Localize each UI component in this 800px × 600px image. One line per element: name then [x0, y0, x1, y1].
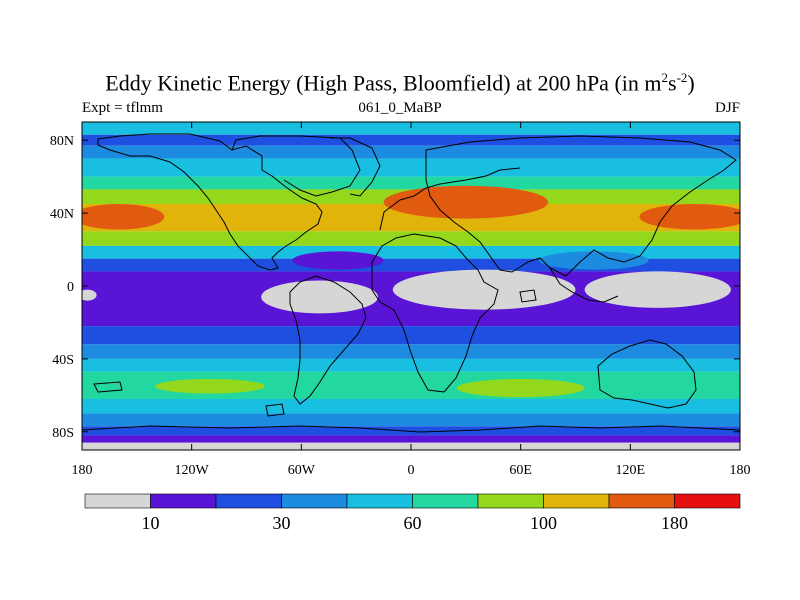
axes: 80N 40N 0 40S 80S 180 120W 60W 0 60E 120E 180 — [50, 121, 751, 478]
field-band-0 — [82, 122, 740, 135]
colorbar: 10 30 60 100 180 — [84, 493, 741, 533]
field-band-15 — [82, 398, 740, 414]
field-feature-7 — [584, 271, 731, 308]
coastline-africa — [371, 233, 499, 393]
lat-tick-label: 0 — [67, 280, 74, 295]
colorbar-swatch — [215, 493, 282, 509]
field-feature-8 — [82, 289, 97, 301]
colorbar-swatch — [674, 493, 741, 509]
colorbar-label: 10 — [142, 513, 160, 533]
field-feature-5 — [261, 280, 379, 314]
colorbar-swatch — [543, 493, 610, 509]
coastline-southeast-asia — [549, 267, 619, 303]
colorbar-swatch — [608, 493, 675, 509]
field-band-4 — [82, 176, 740, 190]
coastline-greenland — [330, 137, 381, 197]
run-label: 061_0_MaBP — [358, 100, 442, 116]
lon-tick-label: 120E — [616, 463, 646, 478]
coastline-canada-arctic — [231, 135, 361, 197]
coastline-north-america — [97, 133, 323, 271]
season-label: DJF — [714, 100, 740, 116]
field-feature-1 — [383, 185, 549, 219]
field-band-1 — [82, 134, 740, 146]
field-feature-4 — [538, 251, 649, 270]
coastlines — [82, 133, 740, 433]
colorbar-swatch — [477, 493, 544, 509]
coastline-south-america — [289, 275, 367, 405]
field-band-16 — [82, 413, 740, 427]
energy-field — [82, 122, 740, 450]
coastline-island-b — [265, 403, 285, 417]
lon-tick-label: 180 — [730, 463, 751, 478]
coastline-island-c — [519, 289, 537, 303]
experiment-label: Expt = tflmm — [82, 100, 163, 116]
field-band-17 — [82, 426, 740, 436]
lon-tick-label: 180 — [72, 463, 93, 478]
coastline-asia — [425, 135, 737, 277]
field-feature-10 — [155, 378, 265, 394]
title-sup-1: 2 — [661, 70, 669, 85]
field-band-18 — [82, 435, 740, 443]
field-band-3 — [82, 158, 740, 177]
title-text-mid: s — [668, 70, 677, 96]
field-feature-3 — [292, 251, 384, 270]
colorbar-swatch — [150, 493, 217, 509]
colorbar-label: 100 — [530, 513, 557, 533]
colorbar-swatch — [281, 493, 348, 509]
lat-tick-label: 80N — [50, 134, 74, 149]
colorbar-label: 60 — [404, 513, 422, 533]
colorbar-swatch — [412, 493, 479, 509]
lon-tick-label: 120W — [175, 463, 210, 478]
field-band-7 — [82, 231, 740, 246]
coastline-europe — [379, 167, 521, 231]
title-text: Eddy Kinetic Energy (High Pass, Bloomfie… — [105, 70, 662, 96]
field-band-11 — [82, 326, 740, 345]
colorbar-swatch — [346, 493, 413, 509]
lat-tick-label: 40S — [52, 353, 74, 368]
field-band-13 — [82, 358, 740, 372]
field-feature-2 — [639, 204, 740, 230]
field-feature-0 — [82, 204, 165, 230]
lon-tick-label: 0 — [408, 463, 415, 478]
colorbar-label: 180 — [661, 513, 688, 533]
lon-tick-label: 60E — [509, 463, 532, 478]
lon-tick-label: 60W — [288, 463, 316, 478]
coastline-australia — [597, 339, 697, 409]
lat-tick-label: 80S — [52, 426, 74, 441]
field-feature-9 — [456, 378, 585, 398]
title-sup-2: -2 — [676, 70, 688, 85]
coastline-antarctica — [82, 425, 740, 433]
field-band-2 — [82, 145, 740, 159]
colorbar-swatch — [84, 493, 151, 509]
title-text-end: ) — [687, 70, 695, 96]
colorbar-label: 30 — [273, 513, 291, 533]
coastline-island-a — [93, 381, 123, 393]
chart-title: Eddy Kinetic Energy (High Pass, Bloomfie… — [0, 70, 800, 96]
lat-tick-label: 40N — [50, 207, 74, 222]
field-feature-6 — [392, 269, 576, 310]
